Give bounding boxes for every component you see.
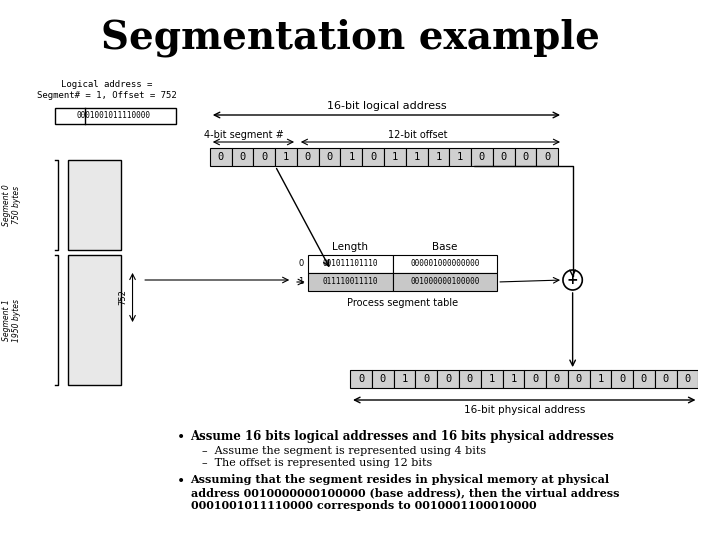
Text: +: + bbox=[567, 273, 578, 287]
Bar bbox=[406, 148, 428, 166]
Text: –  The offset is represented using 12 bits: – The offset is represented using 12 bit… bbox=[202, 458, 433, 468]
Text: 000001000000000: 000001000000000 bbox=[410, 260, 480, 268]
Text: 0: 0 bbox=[298, 260, 303, 268]
Text: 16-bit logical address: 16-bit logical address bbox=[327, 101, 446, 111]
Bar bbox=[394, 370, 415, 388]
Bar bbox=[492, 148, 515, 166]
Text: 0: 0 bbox=[305, 152, 311, 162]
Text: Process segment table: Process segment table bbox=[347, 298, 458, 308]
Circle shape bbox=[563, 270, 582, 290]
Text: 0: 0 bbox=[261, 152, 267, 162]
Bar bbox=[384, 148, 406, 166]
Text: 0: 0 bbox=[544, 152, 550, 162]
Text: 0: 0 bbox=[423, 374, 429, 384]
Bar bbox=[633, 370, 655, 388]
Text: 0: 0 bbox=[467, 374, 473, 384]
Text: Segment 1
1950 bytes: Segment 1 1950 bytes bbox=[2, 299, 22, 341]
Text: 0: 0 bbox=[641, 374, 647, 384]
Text: 752: 752 bbox=[119, 289, 127, 306]
Text: 011110011110: 011110011110 bbox=[323, 278, 378, 287]
Bar bbox=[449, 148, 471, 166]
Bar bbox=[372, 370, 394, 388]
Bar bbox=[677, 370, 698, 388]
Bar bbox=[428, 148, 449, 166]
Bar bbox=[515, 148, 536, 166]
Text: 0: 0 bbox=[662, 374, 669, 384]
Text: 1: 1 bbox=[457, 152, 463, 162]
Text: 0: 0 bbox=[522, 152, 528, 162]
Bar bbox=[210, 148, 232, 166]
Text: 001000000100000: 001000000100000 bbox=[410, 278, 480, 287]
FancyBboxPatch shape bbox=[55, 108, 176, 124]
Bar bbox=[392, 255, 498, 273]
Text: 0: 0 bbox=[370, 152, 377, 162]
Bar bbox=[253, 148, 275, 166]
Bar bbox=[275, 148, 297, 166]
Bar bbox=[590, 370, 611, 388]
Bar bbox=[415, 370, 437, 388]
Bar bbox=[471, 148, 492, 166]
Text: Segmentation example: Segmentation example bbox=[101, 19, 600, 57]
Text: 0: 0 bbox=[619, 374, 626, 384]
Bar bbox=[341, 148, 362, 166]
Bar bbox=[68, 255, 121, 385]
Bar bbox=[481, 370, 503, 388]
Text: 1: 1 bbox=[488, 374, 495, 384]
Text: 1: 1 bbox=[283, 152, 289, 162]
Bar bbox=[319, 148, 341, 166]
Bar bbox=[655, 370, 677, 388]
Text: 0: 0 bbox=[554, 374, 560, 384]
Text: 1: 1 bbox=[510, 374, 516, 384]
Text: 1: 1 bbox=[348, 152, 354, 162]
Text: 4-bit segment #: 4-bit segment # bbox=[204, 130, 284, 140]
Text: 1: 1 bbox=[298, 278, 303, 287]
Text: –  Assume the segment is represented using 4 bits: – Assume the segment is represented usin… bbox=[202, 446, 486, 456]
Text: 0: 0 bbox=[445, 374, 451, 384]
Bar bbox=[307, 273, 392, 291]
Bar bbox=[350, 370, 372, 388]
Text: 0: 0 bbox=[532, 374, 539, 384]
Bar bbox=[307, 255, 392, 273]
Bar bbox=[362, 148, 384, 166]
Text: 16-bit physical address: 16-bit physical address bbox=[464, 405, 585, 415]
Text: Length: Length bbox=[332, 242, 368, 252]
Bar bbox=[524, 370, 546, 388]
Text: Base: Base bbox=[432, 242, 458, 252]
Text: 0: 0 bbox=[500, 152, 507, 162]
Bar bbox=[503, 370, 524, 388]
Bar bbox=[536, 148, 558, 166]
Text: 0: 0 bbox=[240, 152, 246, 162]
Text: 1: 1 bbox=[392, 152, 398, 162]
Text: 1: 1 bbox=[402, 374, 408, 384]
Text: 1: 1 bbox=[436, 152, 441, 162]
Text: 0: 0 bbox=[479, 152, 485, 162]
Text: Assume 16 bits logical addresses and 16 bits physical addresses: Assume 16 bits logical addresses and 16 … bbox=[191, 430, 614, 443]
Bar bbox=[232, 148, 253, 166]
Text: 0: 0 bbox=[685, 374, 690, 384]
Bar bbox=[546, 370, 568, 388]
Text: 0: 0 bbox=[217, 152, 224, 162]
Text: 001011101110: 001011101110 bbox=[323, 260, 378, 268]
Text: 0: 0 bbox=[326, 152, 333, 162]
Text: Segment 0
750 bytes: Segment 0 750 bytes bbox=[2, 184, 22, 226]
Bar bbox=[611, 370, 633, 388]
Text: 0001001011110000: 0001001011110000 bbox=[76, 111, 150, 120]
Text: •: • bbox=[177, 430, 185, 444]
Text: 1: 1 bbox=[413, 152, 420, 162]
Bar bbox=[437, 370, 459, 388]
Text: 1: 1 bbox=[598, 374, 603, 384]
Bar bbox=[392, 273, 498, 291]
Text: 0: 0 bbox=[379, 374, 386, 384]
Text: Assuming that the segment resides in physical memory at physical
address 0010000: Assuming that the segment resides in phy… bbox=[191, 474, 619, 511]
Text: 0: 0 bbox=[358, 374, 364, 384]
Text: Logical address =
Segment# = 1, Offset = 752: Logical address = Segment# = 1, Offset =… bbox=[37, 80, 176, 100]
Bar bbox=[68, 160, 121, 250]
Bar bbox=[568, 370, 590, 388]
Bar bbox=[459, 370, 481, 388]
Text: 12-bit offset: 12-bit offset bbox=[388, 130, 448, 140]
Text: 0: 0 bbox=[575, 374, 582, 384]
Bar bbox=[297, 148, 319, 166]
Text: •: • bbox=[177, 474, 185, 488]
